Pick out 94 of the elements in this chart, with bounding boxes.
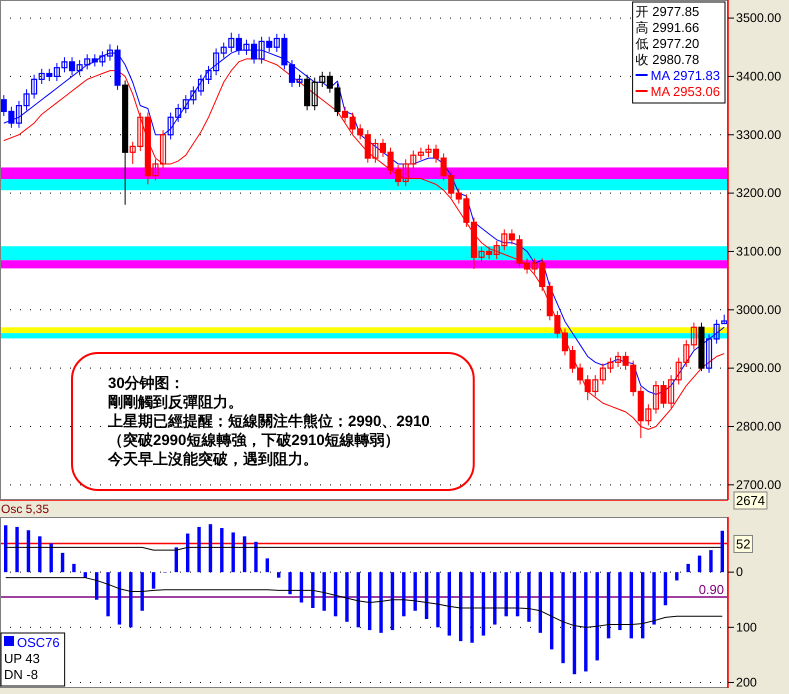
bar: [345, 572, 349, 622]
bar: [197, 526, 201, 572]
bar: [94, 572, 98, 600]
bar: [470, 572, 474, 643]
bar: [60, 552, 64, 572]
bar: [106, 572, 110, 616]
y-tick-label: 200: [736, 675, 757, 690]
bar: [413, 572, 417, 611]
bar: [493, 572, 497, 625]
legend-label: MA 2971.83: [650, 68, 720, 83]
bar: [595, 572, 599, 660]
bar: [208, 524, 212, 572]
bar: [26, 530, 30, 572]
bar: [652, 572, 656, 625]
bar: [322, 572, 326, 611]
y-tick-label: 3500.00: [736, 11, 782, 26]
bar: [84, 572, 88, 578]
bar: [516, 572, 520, 616]
bar: [186, 534, 190, 572]
ref-line-label: 2674: [736, 493, 765, 508]
bar: [288, 572, 292, 594]
annotation: DN -8: [4, 667, 38, 682]
y-tick-label: 3300.00: [736, 128, 782, 142]
annotation: 上星期已經提醒：短線關注牛熊位：2990、2910: [107, 412, 430, 430]
y-tick-label: 2700.00: [736, 478, 782, 492]
ref-line-label: 52: [736, 536, 750, 552]
bar: [664, 572, 668, 606]
bar: [174, 547, 178, 572]
bar: [630, 572, 634, 638]
bar: [572, 572, 576, 674]
y-tick-label: 3200.00: [736, 186, 782, 200]
bar: [698, 556, 702, 572]
bar: [152, 572, 156, 589]
bar: [709, 550, 713, 572]
annotation: 30分钟图：: [108, 375, 185, 392]
bar: [675, 572, 679, 580]
y-tick-label: 3100.00: [736, 244, 782, 258]
bar: [402, 572, 406, 616]
y-tick-label: 0: [736, 565, 743, 580]
bar: [4, 525, 8, 572]
bar: [550, 572, 554, 650]
bar: [448, 572, 452, 636]
bar: [720, 530, 724, 572]
bar: [390, 572, 394, 630]
bar: [38, 536, 42, 572]
annotation: 低 2977.20: [636, 36, 700, 51]
annotation: 剛剛觸到反彈阻力。: [108, 394, 243, 411]
bar: [482, 572, 486, 636]
bar: [118, 572, 122, 625]
bar: [140, 572, 144, 611]
bar: [49, 543, 53, 572]
bar: [640, 572, 644, 638]
bar: [606, 572, 610, 638]
annotation: 高 2991.66: [636, 20, 700, 35]
bar: [242, 536, 246, 572]
bar: [356, 572, 360, 628]
bar: [300, 572, 304, 602]
bar: [276, 572, 280, 578]
bar: [584, 572, 588, 672]
line-series: [5, 577, 723, 628]
bar: [231, 532, 235, 572]
bar: [334, 572, 338, 616]
bar: [254, 542, 258, 572]
bar: [311, 572, 315, 608]
y-tick-label: 100: [736, 620, 757, 634]
annotation: UP 43: [4, 651, 40, 666]
annotation: 0.90: [698, 582, 724, 597]
bar: [527, 572, 531, 622]
bar: [618, 572, 622, 630]
y-tick-label: 3400.00: [736, 69, 782, 84]
bar: [538, 572, 542, 633]
annotation: （突破2990短線轉強，下破2910短線轉弱）: [108, 431, 400, 449]
legend-label: MA 2953.06: [650, 84, 720, 99]
y-tick-label: 3000.00: [736, 302, 782, 317]
bar: [15, 526, 19, 572]
bar: [424, 572, 428, 620]
legend-label: OSC76: [17, 635, 60, 650]
bar: [220, 528, 224, 572]
bar: [129, 572, 133, 628]
bar: [368, 572, 372, 630]
bar: [72, 564, 76, 572]
bar: [504, 572, 508, 616]
bar: [266, 558, 270, 572]
annotation: 收 2980.78: [636, 52, 700, 67]
bar: [379, 572, 383, 633]
annotation: 开 2977.85: [636, 4, 700, 19]
chart-title: Osc 5,35: [1, 502, 50, 516]
bar: [686, 564, 690, 572]
bar: [561, 572, 565, 664]
y-tick-label: 2900.00: [736, 361, 782, 376]
bar: [458, 572, 462, 642]
annotation: 今天早上沒能突破，遇到阻力。: [107, 450, 318, 468]
bar: [436, 572, 440, 628]
y-tick-label: 2800.00: [736, 419, 782, 434]
